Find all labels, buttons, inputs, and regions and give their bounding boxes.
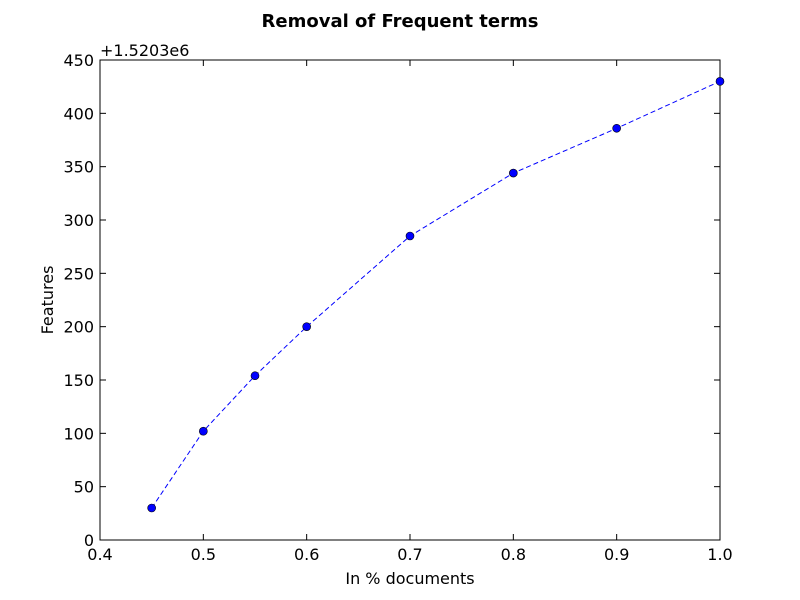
x-axis-label: In % documents xyxy=(345,569,474,588)
data-point xyxy=(302,322,311,331)
y-axis-label: Features xyxy=(38,266,57,335)
y-tick-label: 50 xyxy=(74,478,94,497)
x-tick-label: 0.7 xyxy=(397,545,422,564)
x-tick-label: 0.8 xyxy=(501,545,526,564)
y-tick-label: 250 xyxy=(63,264,94,283)
y-tick-label: 200 xyxy=(63,318,94,337)
x-tick-label: 1.0 xyxy=(707,545,732,564)
x-tick-label: 0.4 xyxy=(87,545,112,564)
y-tick-label: 0 xyxy=(84,531,94,550)
y-tick-label: 450 xyxy=(63,51,94,70)
y-offset-label: +1.5203e6 xyxy=(100,41,189,60)
data-point xyxy=(250,371,260,381)
plot-frame xyxy=(99,59,721,541)
chart-title: Removal of Frequent terms xyxy=(262,11,539,32)
series-line xyxy=(151,80,721,509)
y-tick-label: 400 xyxy=(63,104,94,123)
data-point xyxy=(715,77,725,86)
plot-area: 0.4 0.5 0.6 0.7 0.8 0.9 1.0 0 50 100 150 200 250 300 3… xyxy=(63,51,732,564)
x-tick-label: 0.5 xyxy=(191,545,216,564)
data-point xyxy=(147,503,156,513)
x-tick-label: 0.9 xyxy=(604,545,629,564)
x-tick-label: 0.6 xyxy=(294,545,319,564)
data-point xyxy=(509,168,518,178)
y-tick-label: 150 xyxy=(63,371,94,390)
data-point xyxy=(405,231,415,241)
y-tick-label: 100 xyxy=(63,424,94,443)
data-point xyxy=(199,426,208,436)
y-tick-label: 300 xyxy=(63,211,94,230)
data-point xyxy=(612,123,621,133)
y-tick-label: 350 xyxy=(63,158,94,177)
